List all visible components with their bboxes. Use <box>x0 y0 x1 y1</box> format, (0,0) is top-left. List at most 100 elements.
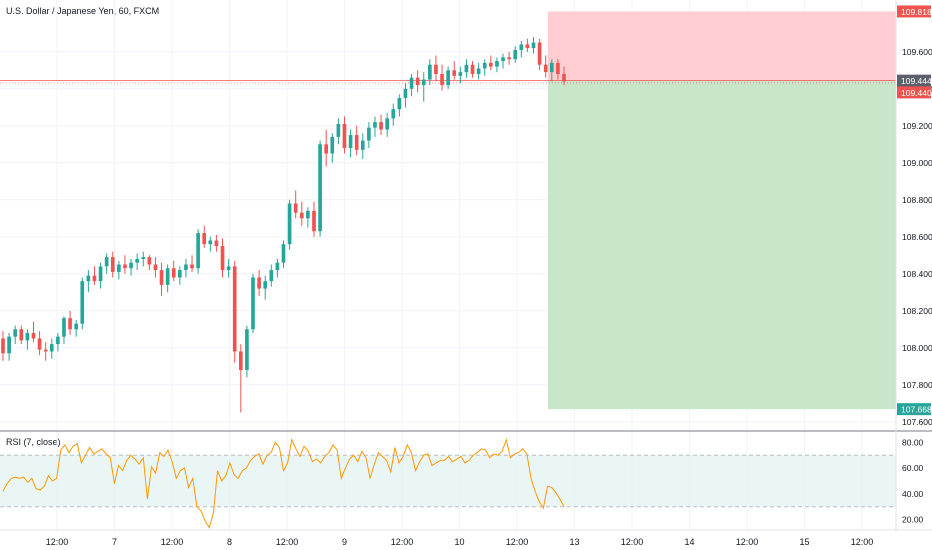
candle-body <box>1 338 5 354</box>
candle-body <box>159 270 164 285</box>
candle-body <box>178 270 182 278</box>
candle-body <box>312 210 316 232</box>
candle-body <box>196 233 200 269</box>
candle-body <box>385 118 389 130</box>
price-label-text: 107.668 <box>901 405 932 415</box>
candle-body <box>214 240 219 247</box>
candle-body <box>92 275 97 282</box>
candle-body <box>208 240 213 245</box>
candle-body <box>531 42 536 49</box>
candle-body <box>104 257 109 267</box>
candle-body <box>43 349 48 352</box>
candle-body <box>269 270 274 282</box>
rsi-y-tick-label: 80.00 <box>902 437 924 447</box>
candle-body <box>117 264 121 272</box>
candle-body <box>13 329 18 337</box>
candle-body <box>513 49 518 60</box>
candle-body <box>306 210 310 219</box>
x-tick-label: 9 <box>342 537 347 547</box>
x-tick-label: 12:00 <box>506 537 529 547</box>
chart-title: U.S. Dollar / Japanese Yen, 60, FXCM <box>6 6 160 16</box>
x-tick-label: 10 <box>454 537 464 547</box>
candle-body <box>165 268 170 285</box>
y-tick-label: 108.000 <box>902 343 932 353</box>
candle-body <box>25 332 30 341</box>
candle-body <box>135 258 139 263</box>
candle-body <box>68 318 72 330</box>
candle-body <box>415 77 420 86</box>
y-tick-label: 107.800 <box>902 380 932 390</box>
candle-body <box>49 344 54 352</box>
candle-body <box>86 275 91 282</box>
rsi-y-tick-label: 20.00 <box>902 515 924 525</box>
price-label-badge <box>897 74 931 87</box>
y-tick-label: 107.600 <box>902 417 932 427</box>
candle-body <box>74 323 79 330</box>
candle-body <box>98 266 103 282</box>
candle-body <box>367 127 371 141</box>
candle-body <box>409 77 414 89</box>
candle-body <box>37 338 42 350</box>
x-tick-label: 12:00 <box>46 537 69 547</box>
candle-body <box>31 332 36 339</box>
stop-loss-zone <box>548 11 896 81</box>
candle-body <box>147 257 152 265</box>
candle-body <box>257 277 261 289</box>
y-tick-label: 109.000 <box>902 158 932 168</box>
candle-body <box>238 351 243 370</box>
x-tick-label: 12:00 <box>161 537 184 547</box>
y-tick-label: 108.200 <box>902 306 932 316</box>
candle-body <box>525 44 530 49</box>
candle-body <box>171 268 176 278</box>
candle-body <box>318 144 322 232</box>
candle-body <box>293 203 298 213</box>
candle-body <box>62 318 66 337</box>
rsi-line <box>2 437 565 529</box>
candle-body <box>220 246 225 271</box>
candle-body <box>226 266 231 271</box>
candle-body <box>397 98 402 110</box>
candle-body <box>275 262 280 271</box>
candle-body <box>501 57 505 62</box>
candle-body <box>464 64 469 73</box>
y-tick-label: 109.200 <box>902 121 932 131</box>
rsi-y-tick-label: 40.00 <box>902 489 924 499</box>
price-label-badge <box>897 5 931 18</box>
candle-body <box>360 140 365 150</box>
x-tick-label: 12:00 <box>276 537 299 547</box>
x-tick-label: 12:00 <box>391 537 414 547</box>
candle-body <box>470 64 475 74</box>
x-tick-label: 12:00 <box>621 537 644 547</box>
candle-body <box>354 135 359 150</box>
candle-body <box>129 262 133 269</box>
candle-body <box>123 264 127 269</box>
price-label-text: 109.818 <box>901 7 932 17</box>
candle-body <box>281 244 286 263</box>
candle-body <box>452 70 457 76</box>
candle-body <box>379 122 383 130</box>
candle-body <box>348 135 353 148</box>
x-tick-label: 14 <box>684 537 694 547</box>
candle-body <box>202 233 207 245</box>
price-label-text: 109.440 <box>901 88 932 98</box>
x-tick-label: 8 <box>227 537 232 547</box>
candle-body <box>507 57 511 60</box>
candle-body <box>403 88 408 99</box>
candle-body <box>373 122 377 128</box>
candle-body <box>543 64 548 73</box>
candle-body <box>141 257 146 259</box>
price-label-badge <box>897 403 931 416</box>
candle-body <box>232 266 237 352</box>
candle-body <box>519 44 524 50</box>
candle-body <box>440 73 444 86</box>
candle-body <box>190 264 194 269</box>
candle-body <box>482 62 487 69</box>
rsi-y-tick-label: 60.00 <box>902 463 924 473</box>
x-tick-label: 12:00 <box>851 537 874 547</box>
candle-body <box>488 62 493 67</box>
candle-body <box>324 144 329 154</box>
candle-body <box>184 264 188 271</box>
x-tick-label: 12:00 <box>736 537 759 547</box>
y-tick-label: 108.400 <box>902 269 932 279</box>
